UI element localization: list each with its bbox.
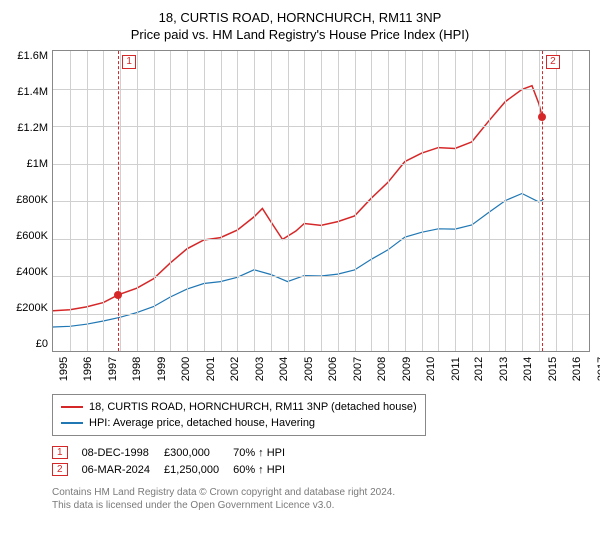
gridline-v (288, 51, 289, 351)
gridline-v (371, 51, 372, 351)
ytick-label: £600K (16, 230, 48, 242)
tx-vline (118, 51, 119, 351)
gridline-v (87, 51, 88, 351)
gridline-v (355, 51, 356, 351)
footer-line: This data is licensed under the Open Gov… (52, 499, 590, 512)
gridline-v (170, 51, 171, 351)
footer-line: Contains HM Land Registry data © Crown c… (52, 486, 590, 499)
legend-swatch (61, 422, 83, 424)
xtick-label: 2017 (585, 357, 600, 381)
gridline-v (539, 51, 540, 351)
gridline-v (522, 51, 523, 351)
tx-price: £300,000 (164, 444, 233, 461)
gridline-v (254, 51, 255, 351)
gridline-v (489, 51, 490, 351)
tx-number-badge: 2 (52, 463, 68, 476)
ytick-label: £1.4M (17, 86, 48, 98)
tx-price: £1,250,000 (164, 461, 233, 478)
gridline-v (187, 51, 188, 351)
chart-title: 18, CURTIS ROAD, HORNCHURCH, RM11 3NP (10, 10, 590, 25)
series-line (53, 194, 544, 328)
chart-container: 18, CURTIS ROAD, HORNCHURCH, RM11 3NP Pr… (10, 10, 590, 512)
ytick-label: £200K (16, 302, 48, 314)
tx-date: 06-MAR-2024 (82, 461, 164, 478)
gridline-v (388, 51, 389, 351)
legend-item: 18, CURTIS ROAD, HORNCHURCH, RM11 3NP (d… (61, 399, 417, 415)
gridline-v (154, 51, 155, 351)
transaction-table: 1 08-DEC-1998£300,00070% ↑ HPI 2 06-MAR-202… (52, 444, 299, 478)
gridline-v (405, 51, 406, 351)
chart-subtitle: Price paid vs. HM Land Registry's House … (10, 27, 590, 42)
tx-delta: 70% ↑ HPI (233, 444, 299, 461)
gridline-v (137, 51, 138, 351)
gridline-v (422, 51, 423, 351)
gridline-v (438, 51, 439, 351)
tx-marker-box: 2 (546, 55, 560, 69)
legend-label: 18, CURTIS ROAD, HORNCHURCH, RM11 3NP (d… (89, 401, 417, 413)
tx-vline (542, 51, 543, 351)
tx-date: 08-DEC-1998 (82, 444, 164, 461)
table-row: 1 08-DEC-1998£300,00070% ↑ HPI (52, 444, 299, 461)
gridline-v (338, 51, 339, 351)
legend-item: HPI: Average price, detached house, Have… (61, 415, 417, 431)
gridline-v (204, 51, 205, 351)
gridline-v (321, 51, 322, 351)
tx-number-badge: 1 (52, 446, 68, 459)
gridline-v (304, 51, 305, 351)
tx-dot (114, 291, 122, 299)
x-axis: 1995199619971998199920002001200220032004… (52, 352, 588, 386)
ytick-label: £400K (16, 266, 48, 278)
table-row: 2 06-MAR-2024£1,250,00060% ↑ HPI (52, 461, 299, 478)
gridline-v (505, 51, 506, 351)
plot-area: 12 (52, 50, 590, 352)
gridline-v (120, 51, 121, 351)
legend-label: HPI: Average price, detached house, Have… (89, 417, 315, 429)
gridline-v (572, 51, 573, 351)
footer-attribution: Contains HM Land Registry data © Crown c… (52, 486, 590, 512)
gridline-v (472, 51, 473, 351)
tx-dot (538, 113, 546, 121)
gridline-v (70, 51, 71, 351)
ytick-label: £1.6M (17, 50, 48, 62)
legend-swatch (61, 406, 83, 408)
tx-marker-box: 1 (122, 55, 136, 69)
gridline-v (103, 51, 104, 351)
ytick-label: £1.2M (17, 122, 48, 134)
tx-delta: 60% ↑ HPI (233, 461, 299, 478)
gridline-v (556, 51, 557, 351)
y-axis: £1.6M £1.4M £1.2M £1M £800K £600K £400K £200K £0 (10, 50, 52, 350)
ytick-label: £800K (16, 194, 48, 206)
legend: 18, CURTIS ROAD, HORNCHURCH, RM11 3NP (d… (52, 394, 426, 436)
ytick-label: £1M (27, 158, 48, 170)
gridline-v (221, 51, 222, 351)
gridline-v (271, 51, 272, 351)
gridline-v (237, 51, 238, 351)
gridline-v (455, 51, 456, 351)
ytick-label: £0 (36, 338, 48, 350)
